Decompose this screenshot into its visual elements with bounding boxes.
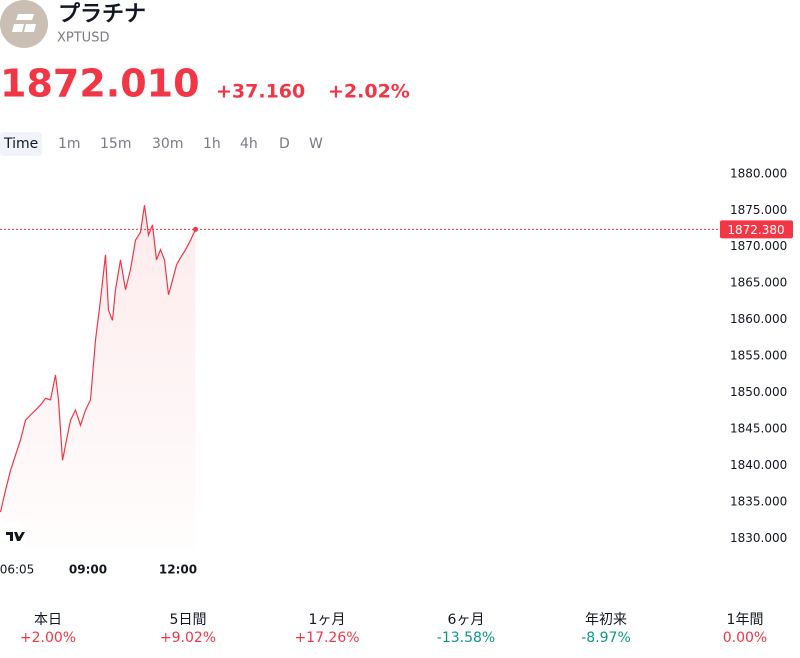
performance-item[interactable]: 6ヶ月 -13.58%: [437, 612, 495, 646]
last-point: [193, 226, 198, 232]
performance-label[interactable]: 5日間: [170, 612, 207, 628]
interval-tab[interactable]: 1h: [203, 136, 221, 152]
performance-label[interactable]: 本日: [34, 612, 62, 628]
performance-item[interactable]: 1年間 0.00%: [723, 612, 767, 646]
interval-tabs: Time 1m 15m 30m 1h 4h D W: [0, 132, 323, 156]
x-tick-label: 06:05: [0, 563, 34, 577]
tab-label[interactable]: 1h: [203, 136, 221, 152]
tab-highlight: [0, 132, 42, 156]
y-tick-label: 1840.000: [730, 458, 787, 472]
tab-label[interactable]: 4h: [240, 136, 258, 152]
performance-value[interactable]: 0.00%: [723, 630, 767, 646]
area-fill: [0, 205, 196, 550]
tab-label[interactable]: W: [309, 136, 323, 152]
performance-label[interactable]: 年初来: [585, 611, 627, 628]
interval-tab[interactable]: D: [279, 136, 290, 152]
interval-tab[interactable]: 15m: [100, 136, 131, 152]
last-price-label: 1872.380: [727, 223, 784, 237]
symbol-title: プラチナ: [58, 2, 146, 27]
performance-label[interactable]: 1ヶ月: [309, 612, 346, 628]
performance-row: 本日 +2.00% 5日間 +9.02% 1ヶ月 +17.26% 6ヶ月 -13.58% 年初来…: [20, 611, 767, 646]
price-change: +37.160: [216, 81, 305, 103]
y-tick-label: 1850.000: [730, 385, 787, 399]
x-tick-label: 09:00: [69, 563, 107, 577]
last-price-badge: [720, 220, 793, 239]
performance-value[interactable]: +2.00%: [20, 630, 76, 646]
price: 1872.010: [0, 62, 200, 106]
interval-tab[interactable]: 30m: [152, 136, 183, 152]
tradingview-logo: [0, 522, 27, 550]
symbol-icon: [0, 0, 48, 48]
symbol-code: XPTUSD: [57, 31, 109, 46]
tab-label[interactable]: Time: [3, 136, 38, 152]
y-tick-label: 1855.000: [730, 349, 787, 363]
y-tick-label: 1875.000: [730, 203, 787, 217]
x-tick-label: 12:00: [159, 563, 197, 577]
performance-item[interactable]: 本日 +2.00%: [20, 612, 76, 646]
y-tick-label: 1830.000: [730, 531, 787, 545]
y-tick-label: 1870.000: [730, 239, 787, 253]
y-tick-label: 1880.000: [730, 166, 787, 180]
y-tick-label: 1865.000: [730, 276, 787, 290]
interval-tab[interactable]: Time: [0, 132, 42, 156]
performance-item[interactable]: 年初来 -8.97%: [581, 611, 631, 646]
y-tick-label: 1835.000: [730, 494, 787, 508]
performance-value[interactable]: +17.26%: [294, 630, 359, 646]
tab-label[interactable]: D: [279, 136, 290, 152]
price-change-percent: +2.02%: [328, 81, 410, 103]
tab-label[interactable]: 15m: [100, 136, 131, 152]
chart: 1830.000 1835.000 1840.000 1845.000 1850.000…: [0, 166, 793, 577]
tab-label[interactable]: 1m: [58, 136, 81, 152]
y-tick-label: 1845.000: [730, 421, 787, 435]
performance-label[interactable]: 1年間: [727, 612, 764, 628]
performance-item[interactable]: 5日間 +9.02%: [160, 612, 216, 646]
performance-value[interactable]: -8.97%: [581, 630, 631, 646]
y-tick-label: 1860.000: [730, 312, 787, 326]
interval-tab[interactable]: 4h: [240, 136, 258, 152]
performance-item[interactable]: 1ヶ月 +17.26%: [294, 612, 359, 646]
interval-tab[interactable]: W: [309, 136, 323, 152]
performance-value[interactable]: -13.58%: [437, 630, 495, 646]
price-line: [0, 205, 197, 513]
tab-label[interactable]: 30m: [152, 136, 183, 152]
performance-label[interactable]: 6ヶ月: [448, 612, 485, 628]
interval-tab[interactable]: 1m: [58, 136, 81, 152]
performance-value[interactable]: +9.02%: [160, 630, 216, 646]
